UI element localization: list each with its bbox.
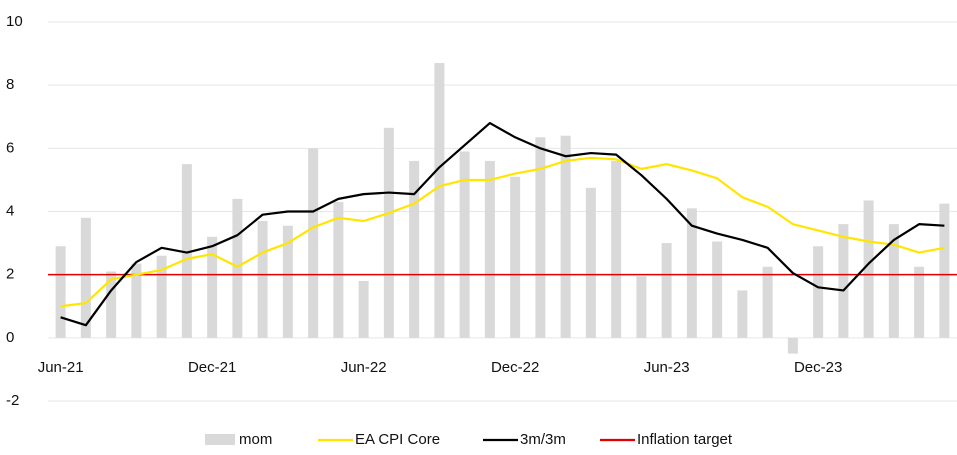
y-tick-label: -2 xyxy=(6,392,19,409)
bar xyxy=(712,241,723,338)
bar xyxy=(181,164,192,338)
y-tick-label: 10 xyxy=(6,13,23,30)
y-tick-label: 8 xyxy=(6,76,14,93)
bar xyxy=(611,160,622,338)
x-tick-label: Jun-21 xyxy=(38,359,84,376)
line xyxy=(60,121,945,327)
bar xyxy=(762,266,773,338)
bar xyxy=(106,271,117,338)
y-tick-label: 6 xyxy=(6,139,14,156)
x-tick-label: Dec-22 xyxy=(491,359,539,376)
bar xyxy=(813,246,824,338)
legend-swatch xyxy=(205,434,235,445)
bar xyxy=(863,200,874,338)
bar xyxy=(914,266,925,338)
y-tick-label: 2 xyxy=(6,266,14,283)
bar xyxy=(282,225,293,338)
x-tick-label: Jun-22 xyxy=(341,359,387,376)
bar xyxy=(838,224,849,338)
y-tick-label: 0 xyxy=(6,329,14,346)
legend-label: EA CPI Core xyxy=(355,431,440,448)
bar xyxy=(585,187,596,338)
bar xyxy=(232,198,243,338)
legend-label: 3m/3m xyxy=(520,431,566,448)
bar xyxy=(737,290,748,338)
line xyxy=(60,156,945,308)
bar xyxy=(308,148,319,338)
bar xyxy=(358,280,369,338)
bar xyxy=(409,160,420,338)
bar xyxy=(434,63,445,338)
bar xyxy=(535,137,546,338)
bar xyxy=(888,224,899,338)
bar xyxy=(80,217,91,338)
bar xyxy=(510,176,521,338)
bar xyxy=(787,337,798,354)
bar xyxy=(459,151,470,338)
bar xyxy=(686,208,697,338)
bar xyxy=(661,243,672,338)
x-tick-label: Dec-23 xyxy=(794,359,842,376)
legend-label: mom xyxy=(239,431,272,448)
bar xyxy=(55,246,66,338)
bar xyxy=(636,276,647,338)
y-tick-label: 4 xyxy=(6,202,14,219)
bar xyxy=(560,135,571,338)
bar xyxy=(131,263,142,338)
x-tick-label: Jun-23 xyxy=(644,359,690,376)
bar xyxy=(484,160,495,338)
bar xyxy=(156,255,167,338)
x-tick-label: Dec-21 xyxy=(188,359,236,376)
bar xyxy=(383,127,394,338)
bar xyxy=(333,202,344,338)
bar xyxy=(207,236,218,338)
legend-label: Inflation target xyxy=(637,431,733,448)
bar xyxy=(939,203,950,338)
bar xyxy=(257,220,268,338)
